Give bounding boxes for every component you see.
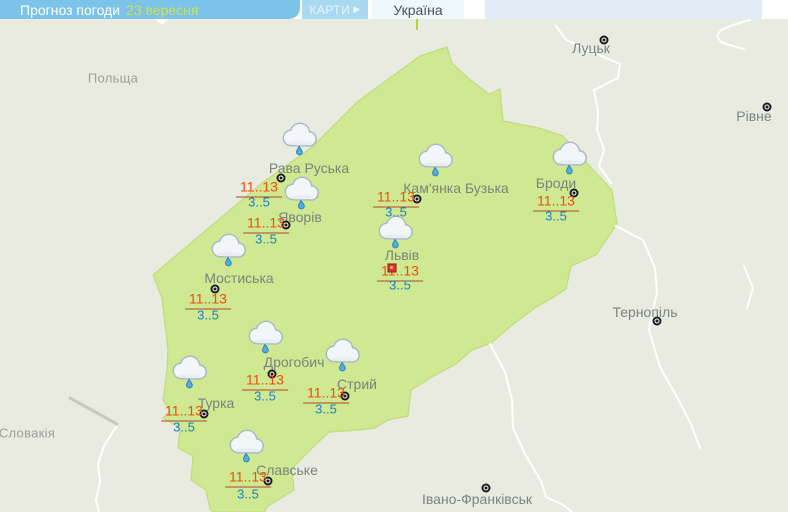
night-temperature: 3..5 bbox=[197, 307, 219, 323]
city-marker-icon[interactable] bbox=[599, 35, 609, 45]
forecast-title-segment: Прогноз погоди 23 вересня bbox=[0, 0, 300, 19]
station-city-label[interactable]: Турка bbox=[197, 395, 235, 411]
day-temperature: 11..13 bbox=[185, 291, 231, 310]
day-temperature: 11..13 bbox=[373, 189, 419, 208]
city-marker-icon[interactable] bbox=[281, 220, 291, 230]
station-city-label[interactable]: Славське bbox=[256, 462, 318, 478]
country-label: Польща bbox=[87, 70, 139, 86]
rain-cloud-icon bbox=[374, 213, 418, 256]
night-temperature: 3..5 bbox=[315, 401, 337, 417]
day-temperature: 11..13 bbox=[225, 469, 271, 488]
city-marker-icon[interactable] bbox=[340, 391, 350, 401]
city-label[interactable]: Івано-Франківськ bbox=[421, 491, 533, 507]
city-marker-icon[interactable] bbox=[481, 483, 491, 493]
city-marker-icon[interactable] bbox=[276, 173, 286, 183]
city-marker-icon[interactable] bbox=[569, 188, 579, 198]
rain-cloud-icon bbox=[225, 427, 269, 470]
night-temperature: 3..5 bbox=[545, 208, 567, 224]
page-title: Прогноз погоди bbox=[20, 1, 121, 18]
border-segment bbox=[68, 396, 119, 426]
active-date-pointer-icon bbox=[155, 19, 169, 25]
region-borders bbox=[95, 19, 754, 512]
city-label[interactable]: Рівне bbox=[736, 108, 772, 124]
country-label: Словакія bbox=[0, 425, 56, 441]
day-temperature: 11..13 bbox=[243, 215, 289, 234]
active-tab-tick bbox=[416, 19, 418, 30]
night-temperature: 3..5 bbox=[389, 277, 411, 293]
night-temperature: 3..5 bbox=[248, 194, 270, 210]
city-label[interactable]: Луцьк bbox=[572, 40, 610, 56]
city-label[interactable]: Тернопіль bbox=[612, 304, 678, 320]
city-marker-icon[interactable] bbox=[652, 316, 662, 326]
city-marker-icon[interactable] bbox=[412, 194, 422, 204]
station-city-label[interactable]: Львів bbox=[384, 247, 420, 263]
night-temperature: 3..5 bbox=[385, 204, 407, 220]
station-city-label[interactable]: Дрогобич bbox=[263, 354, 325, 370]
night-temperature: 3..5 bbox=[255, 231, 277, 247]
station-city-label[interactable]: Рава Руська bbox=[268, 160, 350, 176]
tab-ukraine[interactable]: Україна bbox=[372, 0, 464, 19]
city-marker-icon[interactable] bbox=[263, 476, 273, 486]
city-marker-icon[interactable] bbox=[210, 284, 220, 294]
station-city-label[interactable]: Броди bbox=[535, 175, 577, 191]
station-city-label[interactable]: Стрий bbox=[337, 376, 377, 392]
station-city-label[interactable]: Кам'янка Бузька bbox=[403, 180, 509, 196]
rain-cloud-icon bbox=[278, 120, 322, 163]
city-marker-icon[interactable] bbox=[762, 102, 772, 112]
rain-cloud-icon bbox=[207, 231, 251, 274]
station-city-label[interactable]: Мостиська bbox=[204, 270, 274, 286]
city-marker-icon[interactable] bbox=[267, 369, 277, 379]
tab-maps[interactable]: КАРТИ ▶ bbox=[302, 0, 368, 19]
day-temperature: 11..13 bbox=[533, 193, 579, 212]
night-temperature: 3..5 bbox=[254, 388, 276, 404]
day-temperature: 11..13 bbox=[161, 403, 207, 422]
rain-cloud-icon bbox=[548, 139, 592, 182]
header-strip bbox=[485, 0, 762, 19]
highlighted-region[interactable] bbox=[152, 46, 618, 512]
night-temperature: 3..5 bbox=[237, 486, 259, 502]
night-temperature: 3..5 bbox=[173, 419, 195, 435]
rain-cloud-icon bbox=[244, 318, 288, 361]
day-temperature: 11..13 bbox=[242, 372, 288, 391]
rain-cloud-icon bbox=[321, 336, 365, 379]
rain-cloud-icon bbox=[280, 174, 324, 217]
day-temperature: 11..13 bbox=[303, 385, 349, 404]
tab-maps-label: КАРТИ bbox=[309, 2, 351, 17]
rain-cloud-icon bbox=[414, 141, 458, 184]
capital-city-marker-icon[interactable] bbox=[387, 263, 397, 273]
day-temperature: 11..13 bbox=[236, 179, 282, 198]
city-marker-icon[interactable] bbox=[199, 409, 209, 419]
header-bar: Прогноз погоди 23 вересня КАРТИ ▶ Україн… bbox=[0, 0, 788, 19]
chevron-right-icon: ▶ bbox=[353, 4, 361, 14]
tab-ukraine-label: Україна bbox=[393, 1, 443, 18]
rain-cloud-icon bbox=[168, 353, 212, 396]
forecast-date: 23 вересня bbox=[126, 1, 199, 18]
